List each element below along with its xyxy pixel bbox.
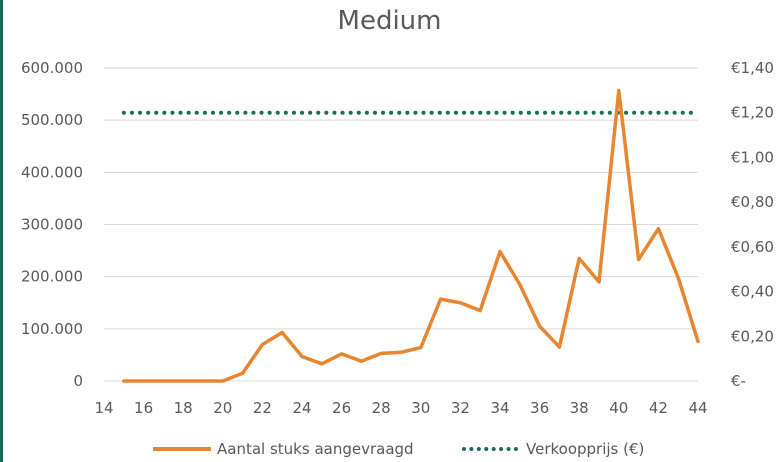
chart-title: Medium: [337, 6, 442, 36]
chart-plot: 0 100.000 200.000 300.000 400.000 500.000 600.…: [21, 59, 774, 417]
x-tick-label: 18: [174, 399, 193, 417]
y2-tick-label: €1,40: [731, 59, 774, 77]
series-line-demand: [122, 88, 700, 383]
x-tick-label: 20: [213, 399, 232, 417]
x-tick-label: 42: [649, 399, 668, 417]
y2-tick-label: €-: [731, 372, 746, 390]
legend-swatch-demand: [153, 447, 211, 451]
left-border: [0, 0, 3, 462]
y-tick-label: 300.000: [21, 216, 83, 234]
y-tick-label: 0: [73, 372, 83, 390]
y-tick-label: 500.000: [21, 111, 83, 129]
x-tick-label: 38: [570, 399, 589, 417]
x-tick-label: 32: [451, 399, 470, 417]
x-tick-label: 22: [253, 399, 272, 417]
x-tick-label: 30: [411, 399, 430, 417]
legend-label-price: Verkoopprijs (€): [526, 440, 645, 458]
legend-item-demand: Aantal stuks aangevraagd: [153, 440, 414, 458]
y2-tick-label: €1,20: [731, 104, 774, 122]
y2-tick-label: €0,80: [731, 193, 774, 211]
x-tick-label: 40: [609, 399, 628, 417]
x-tick-label: 28: [372, 399, 391, 417]
y2-tick-label: €0,20: [731, 327, 774, 345]
legend-label-demand: Aantal stuks aangevraagd: [217, 440, 414, 458]
x-tick-label: 44: [688, 399, 707, 417]
legend-item-price: Verkoopprijs (€): [462, 440, 644, 458]
x-tick-label: 26: [332, 399, 351, 417]
x-tick-label: 16: [134, 399, 153, 417]
x-tick-label: 14: [94, 399, 113, 417]
y2-tick-label: €1,00: [731, 148, 774, 166]
x-tick-label: 34: [490, 399, 509, 417]
y-tick-label: 600.000: [21, 59, 83, 77]
x-tick-label: 36: [530, 399, 549, 417]
legend-swatch-price: [462, 447, 518, 451]
y-tick-label: 400.000: [21, 163, 83, 181]
y2-tick-label: €0,60: [731, 238, 774, 256]
y-tick-label: 100.000: [21, 320, 83, 338]
x-tick-label: 24: [292, 399, 311, 417]
y2-tick-label: €0,40: [731, 283, 774, 301]
y-tick-label: 200.000: [21, 268, 83, 286]
